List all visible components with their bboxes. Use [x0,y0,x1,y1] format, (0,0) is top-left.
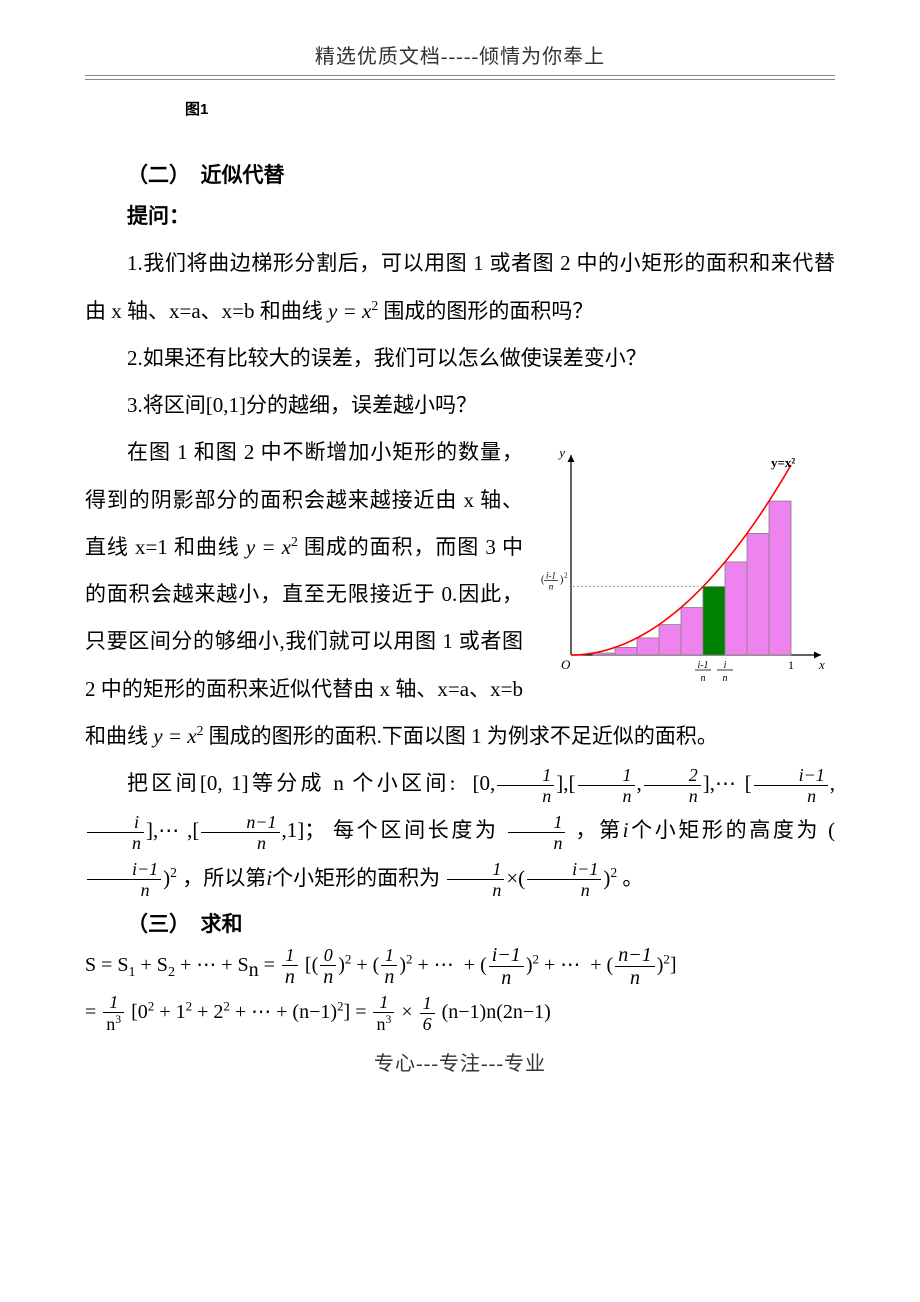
section-3-title: （三） 求和 [85,908,835,938]
svg-text:): ) [560,575,563,586]
section-2-title: （二） 近似代替 [85,159,835,189]
chart-svg: yxOy=x²1i-1nin(i-1n)2 [535,435,835,695]
question-3: 3.将区间[0,1]分的越细，误差越小吗？ [85,382,835,429]
header-rule [85,75,835,80]
svg-text:i: i [724,660,727,671]
page-footer: 专心---专注---专业 [85,1047,835,1076]
svg-text:2: 2 [564,572,568,580]
figure-1-label: 图1 [185,98,835,119]
svg-text:i-1: i-1 [697,660,708,671]
sum-equation: S = S1 + S2 + ⋯ + Sn = 1n [(0n)2 + (1n)2… [85,944,835,1033]
prompt-label: 提问： [85,193,835,240]
svg-text:n: n [701,673,706,684]
intervals-para: 把区间[0, 1]等分成 n 个小区间: [0,1n],[1n,2n],⋯ [i… [85,760,835,902]
svg-text:(: ( [541,575,545,586]
riemann-chart: yxOy=x²1i-1nin(i-1n)2 [535,435,835,695]
svg-text:x: x [818,657,825,672]
svg-text:n: n [549,582,554,592]
svg-text:1: 1 [788,658,794,672]
question-2: 2.如果还有比较大的误差，我们可以怎么做使误差变小？ [85,335,835,382]
page-header: 精选优质文档-----倾情为你奉上 [85,40,835,73]
svg-text:y: y [557,445,565,460]
svg-text:y=x²: y=x² [771,455,795,470]
svg-text:i-1: i-1 [546,571,556,581]
question-1: 1.我们将曲边梯形分割后，可以用图 1 或者图 2 中的小矩形的面积和来代替由 … [85,240,835,335]
svg-text:n: n [723,673,728,684]
svg-text:O: O [561,657,571,672]
